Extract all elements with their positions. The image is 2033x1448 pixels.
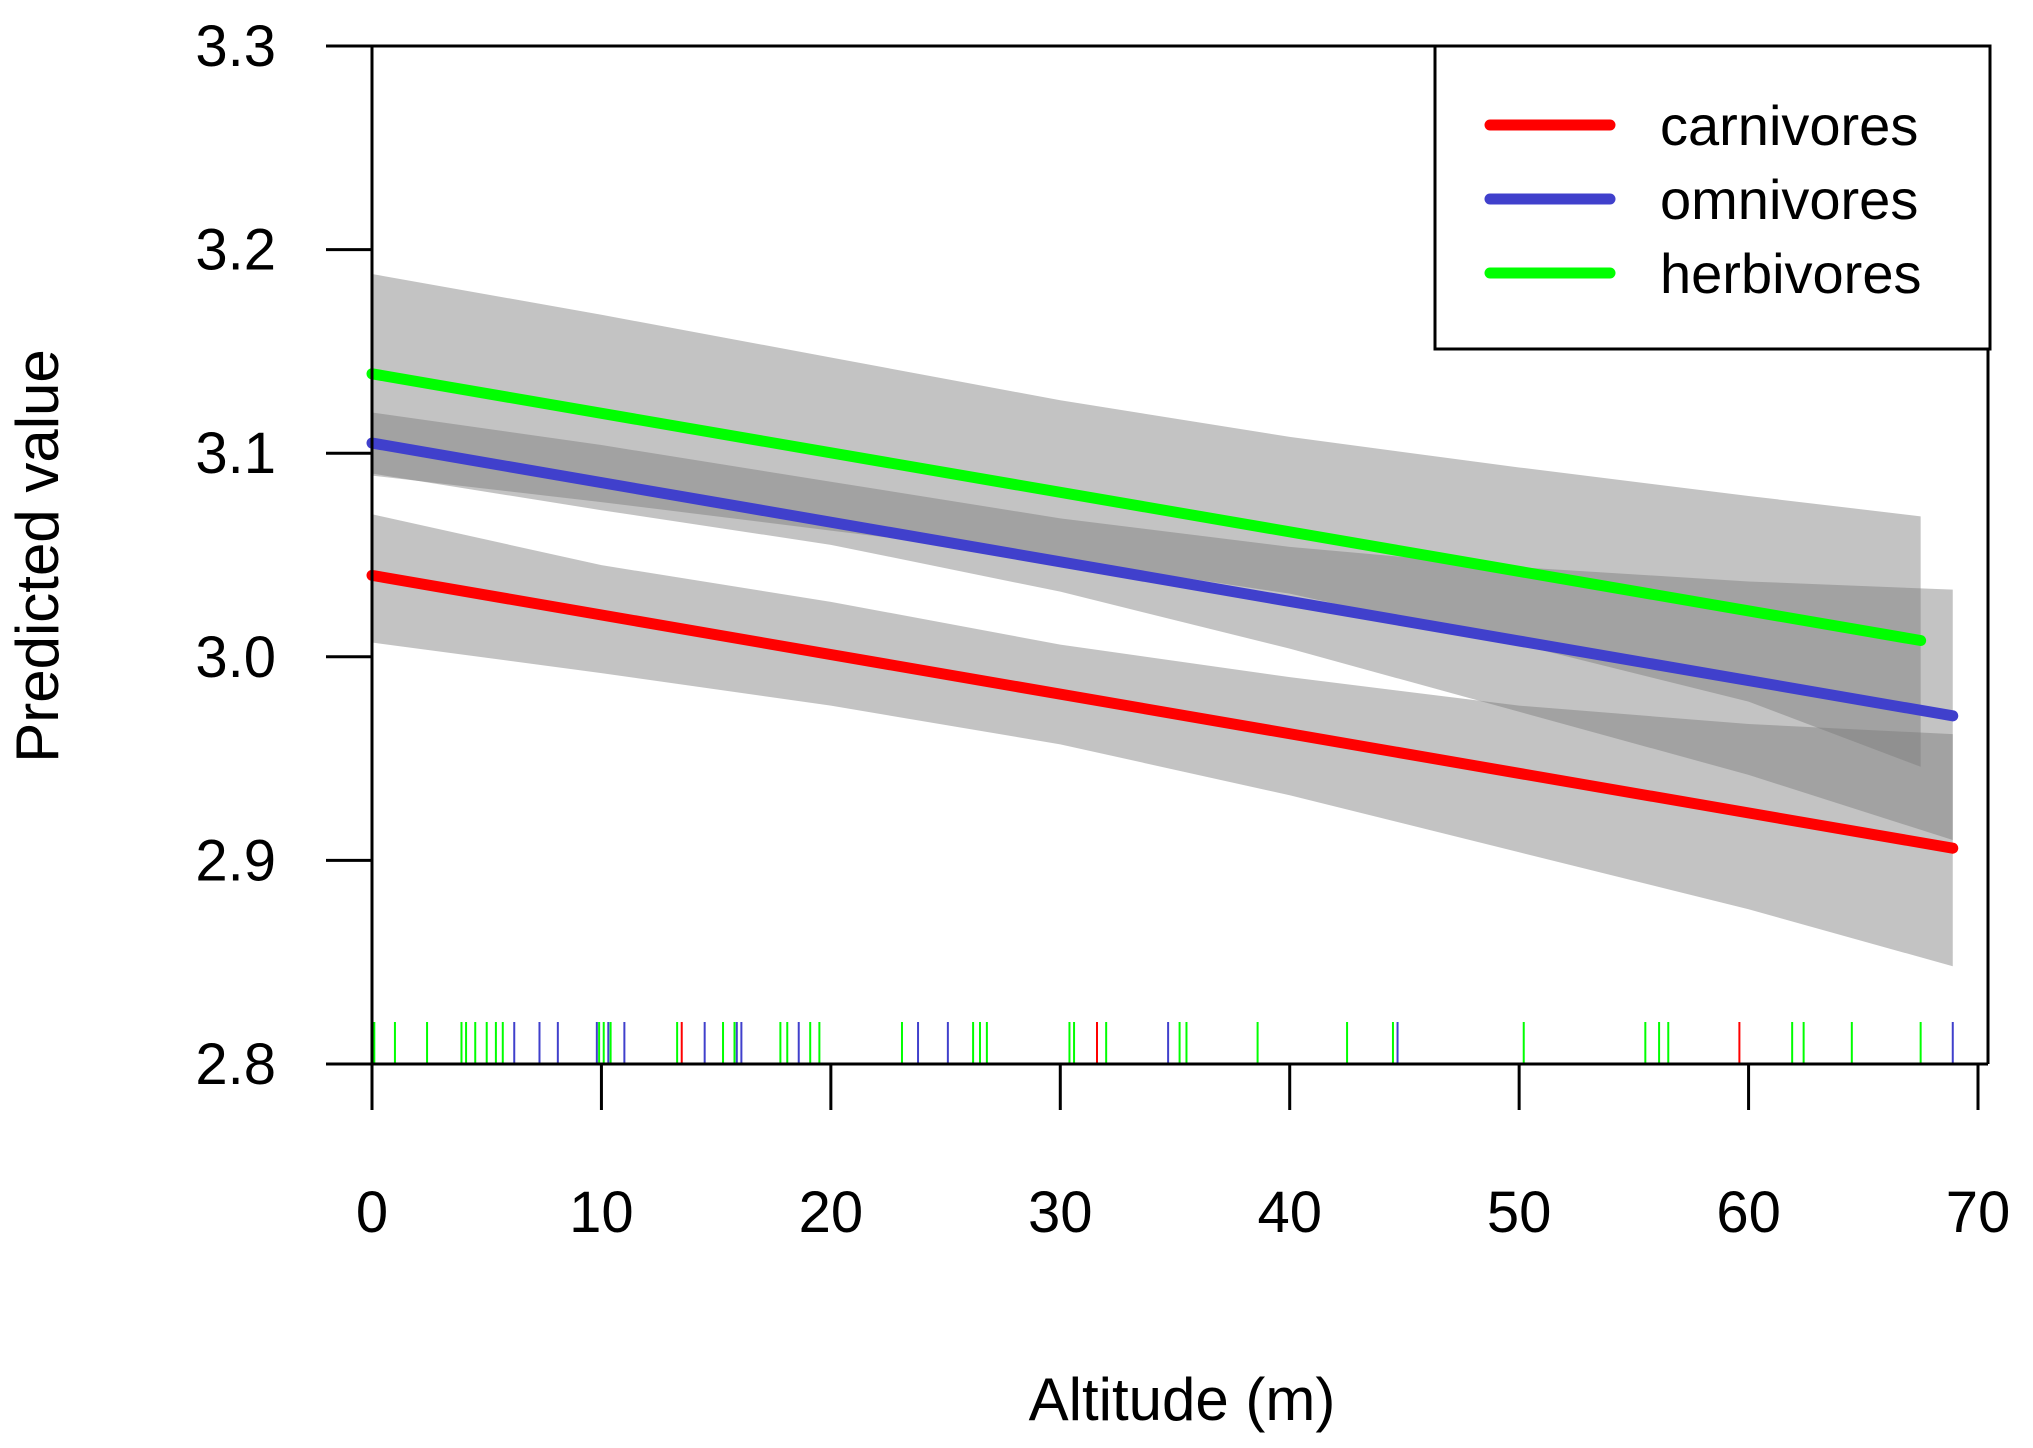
y-tick-label: 3.2: [195, 218, 276, 283]
y-tick-label: 3.0: [195, 625, 276, 690]
line-omnivores: [366, 437, 1959, 722]
rug-marks: [373, 1022, 1954, 1064]
x-tick-label: 50: [1487, 1180, 1552, 1245]
y-axis-title: Predicted value: [4, 349, 71, 763]
band-omnivores: [372, 412, 1953, 841]
line-herbivores: [366, 368, 1927, 647]
x-tick-label: 30: [1028, 1180, 1093, 1245]
x-tick-label: 10: [569, 1180, 634, 1245]
series-lines: [366, 368, 1959, 854]
legend-label-carnivores: carnivores: [1660, 94, 1918, 157]
legend-label-omnivores: omnivores: [1660, 168, 1918, 231]
x-tick-label: 70: [1946, 1180, 2011, 1245]
x-tick-label: 40: [1257, 1180, 1322, 1245]
line-carnivores: [366, 569, 1959, 854]
band-carnivores: [372, 514, 1953, 967]
legend: carnivores omnivores herbivores: [1433, 44, 1992, 351]
legend-label-herbivores: herbivores: [1660, 242, 1921, 305]
y-tick-label: 3.3: [195, 14, 276, 79]
x-tick-label: 60: [1716, 1180, 1781, 1245]
y-tick-label: 2.9: [195, 828, 276, 893]
x-axis-title: Altitude (m): [1029, 1366, 1336, 1433]
x-tick-label: 20: [799, 1180, 864, 1245]
x-tick-label: 0: [356, 1180, 388, 1245]
y-tick-label: 3.1: [195, 421, 276, 486]
y-tick-label: 2.8: [195, 1032, 276, 1097]
